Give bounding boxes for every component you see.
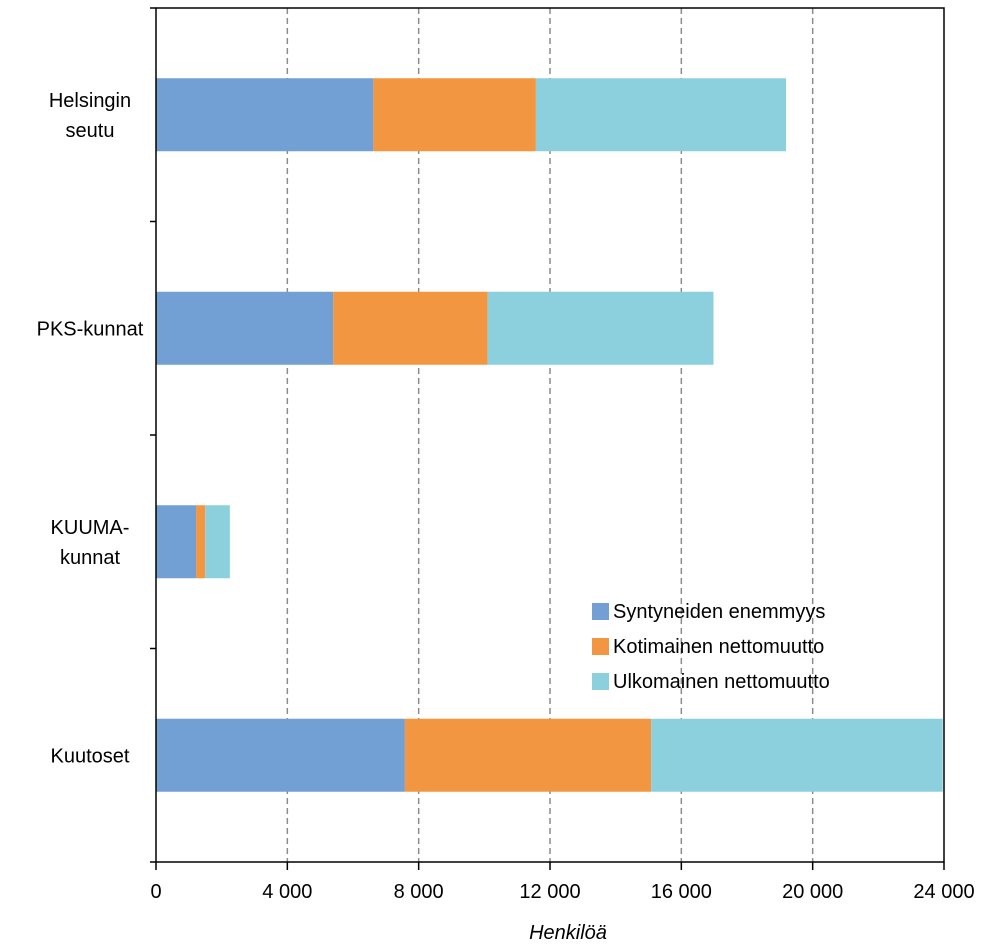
bar-segment [487, 291, 714, 365]
bar-segment [404, 718, 652, 792]
bar-segment [333, 291, 488, 365]
axes [150, 7, 945, 870]
legend-swatch [592, 603, 609, 620]
category-label: Helsingin [49, 90, 131, 112]
x-tick-label: 20 000 [782, 881, 843, 903]
x-tick-label: 0 [150, 881, 161, 903]
x-tick-label: 24 000 [913, 881, 974, 903]
bar-segment [156, 718, 405, 792]
legend: Syntyneiden enemmyys Kotimainen nettomuut… [592, 601, 830, 693]
category-label: KUUMA- [51, 517, 130, 539]
bar-segment [651, 718, 943, 792]
category-labels: Helsingin seutu PKS-kunnat KUUMA-kunnat Kuut… [37, 90, 144, 768]
bar-segment [156, 291, 334, 365]
category-label: seutu [66, 120, 115, 142]
x-axis-title: Henkilöä [529, 922, 607, 944]
legend-swatch [592, 638, 609, 655]
x-tick-label: 16 000 [651, 881, 712, 903]
bar-segment [373, 78, 536, 152]
bar-segment [205, 505, 230, 579]
x-tick-label: 12 000 [519, 881, 580, 903]
x-tick-label: 4 000 [262, 881, 312, 903]
bars [156, 78, 943, 792]
x-tick-label: 8 000 [394, 881, 444, 903]
bar-segment [196, 505, 206, 579]
bar-segment [535, 78, 787, 152]
bar-segment [156, 78, 374, 152]
category-label: Kuutoset [51, 745, 130, 767]
category-label: PKS-kunnat [37, 318, 144, 340]
legend-swatch [592, 673, 609, 690]
legend-label: Syntyneiden enemmyys [613, 601, 825, 623]
x-tick-labels: 0 4 000 8 000 12 000 16 000 20 000 24 000 [150, 881, 974, 903]
legend-label: Ulkomainen nettomuutto [613, 671, 830, 693]
category-label: kunnat [60, 547, 120, 569]
bar-segment [156, 505, 197, 579]
legend-label: Kotimainen nettomuutto [613, 636, 824, 658]
